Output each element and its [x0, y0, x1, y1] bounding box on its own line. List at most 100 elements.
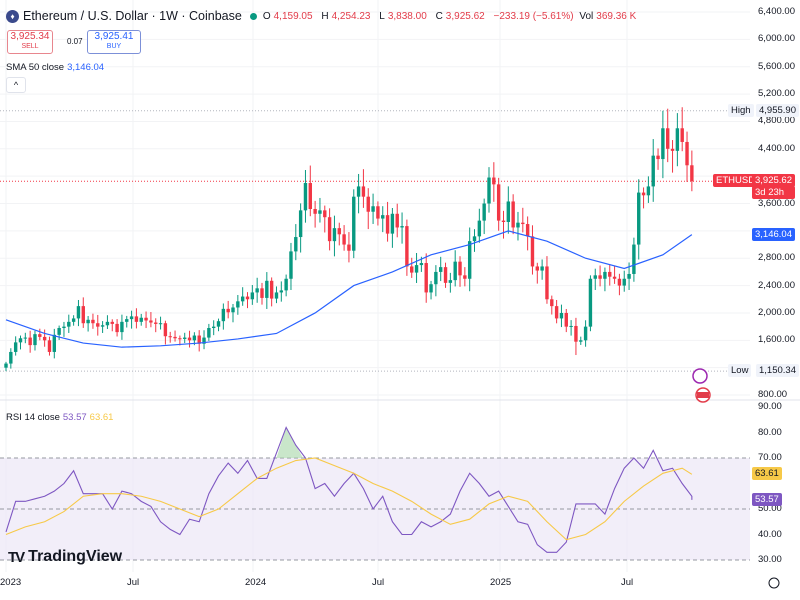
price-tick: 5,600.00 [758, 60, 795, 72]
candle-body [303, 183, 308, 211]
candle-body [274, 292, 279, 299]
candle-body [129, 316, 134, 320]
candle-body [371, 206, 375, 212]
candle-body [496, 184, 501, 221]
candle-body [38, 334, 42, 337]
candle-body [52, 334, 56, 352]
sell-button[interactable]: 3,925.34 SELL [7, 30, 53, 54]
candle-body [419, 263, 424, 266]
buy-button[interactable]: 3,925.41 BUY [87, 30, 141, 54]
candle-body [347, 244, 351, 251]
candle-body [23, 337, 28, 339]
candle-body [342, 234, 346, 245]
candle-body [680, 128, 684, 142]
price-tick: 5,200.00 [758, 88, 795, 100]
candle-body [125, 319, 129, 322]
us-flag-event-icon [697, 392, 709, 398]
candle-body [178, 338, 182, 340]
candle-body [564, 312, 568, 327]
candle-body [96, 323, 100, 327]
candle-body [554, 306, 559, 319]
candle-body [245, 296, 250, 300]
candle-body [197, 335, 201, 344]
rsi-tag: 53.57 [752, 492, 782, 506]
candle-body [632, 244, 636, 274]
low-label: Low [728, 364, 752, 378]
candle-body [366, 196, 370, 212]
candle-body [511, 201, 515, 228]
candle-body [448, 280, 453, 283]
candle-body [211, 326, 216, 329]
candle-body [47, 340, 52, 352]
rsi-tick: 40.00 [758, 528, 782, 540]
candle-body [443, 267, 448, 283]
candle-body [453, 261, 457, 281]
tradingview-logo[interactable]: TV TradingView [8, 548, 123, 566]
candle-body [337, 228, 341, 235]
low-value: 1,150.34 [756, 364, 799, 378]
collapse-legend-button[interactable]: ^ [6, 77, 26, 93]
rsi-overbought-fill [276, 427, 304, 458]
candle-body [216, 321, 221, 327]
candle-body [400, 226, 404, 228]
time-tick: Jul [127, 577, 140, 588]
candle-body [76, 306, 81, 319]
candle-body [192, 335, 197, 341]
sma-legend[interactable]: SMA 50 close 3,146.04 [6, 62, 105, 73]
candle-body [405, 226, 409, 267]
candle-body [627, 273, 631, 279]
price-tick: 1,600.00 [758, 334, 795, 346]
candle-body [381, 215, 385, 219]
candle-body [115, 323, 119, 333]
candle-body [236, 301, 240, 308]
symbol-title[interactable]: Ethereum / U.S. Dollar · 1W · Coinbase [23, 9, 242, 23]
candle-body [414, 265, 419, 273]
candle-body [144, 317, 148, 321]
candle-body [183, 337, 187, 339]
candle-body [434, 271, 438, 285]
candle-body [467, 241, 472, 279]
candle-body [670, 148, 675, 151]
price-tick: 2,000.00 [758, 306, 795, 318]
rsi-ma-tag: 63.61 [752, 467, 782, 481]
countdown-tag: 3d 23h [752, 186, 795, 200]
lightning-event-icon [692, 368, 708, 384]
spread: 0.07 [67, 37, 83, 46]
candle-body [352, 196, 356, 251]
candle-body [641, 192, 646, 196]
candle-body [651, 155, 655, 187]
price-tick: 800.00 [758, 389, 788, 401]
candle-body [477, 220, 482, 237]
candle-body [559, 312, 564, 319]
candle-body [506, 201, 511, 222]
candle-body [33, 334, 37, 346]
candle-body [327, 217, 332, 242]
tradingview-mark: TV [8, 548, 25, 566]
candle-body [385, 215, 390, 234]
candle-body [361, 186, 366, 197]
candle-body [158, 323, 163, 325]
sma-line [5, 230, 693, 348]
candle-body [666, 128, 670, 149]
candle-body [390, 213, 395, 234]
rsi-tick: 80.00 [758, 426, 782, 438]
candle-body [622, 278, 626, 286]
candle-body [656, 155, 660, 160]
candle-body [323, 210, 327, 218]
candle-body [487, 177, 491, 204]
candle-body [207, 328, 211, 338]
candle-body [472, 236, 477, 242]
price-tick: 2,800.00 [758, 252, 795, 264]
candle-body [62, 326, 66, 329]
candle-body [579, 340, 583, 342]
candle-body [284, 278, 288, 291]
candle-body [525, 224, 530, 237]
candle-body [675, 128, 680, 151]
candle-body [28, 337, 32, 346]
candle-body [376, 206, 380, 219]
candle-body [569, 325, 573, 327]
candle-body [535, 266, 539, 271]
rsi-legend[interactable]: RSI 14 close 53.57 63.61 [6, 412, 114, 423]
candle-body [574, 325, 578, 342]
